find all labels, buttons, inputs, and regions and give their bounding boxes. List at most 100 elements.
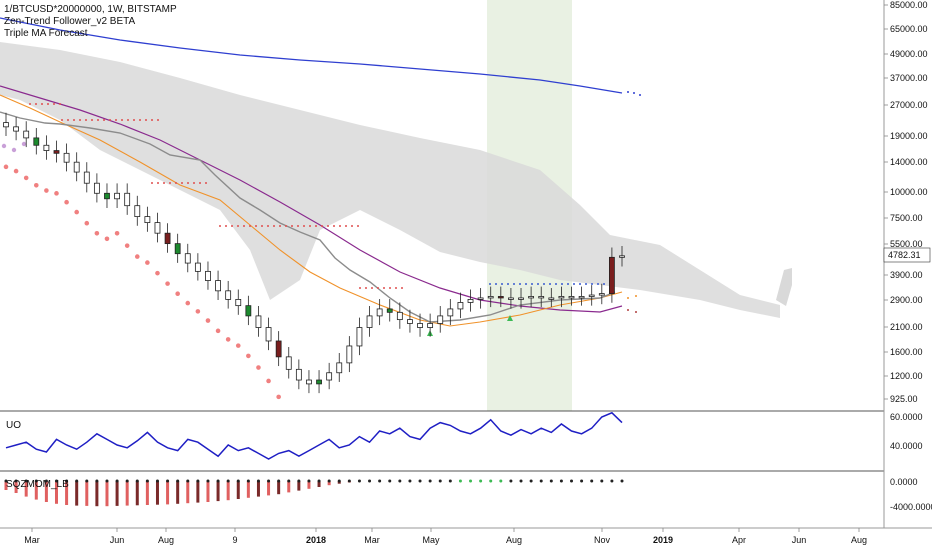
symbol-title[interactable]: 1/BTCUSD*20000000, 1W, BITSTAMP (4, 4, 177, 15)
candle (73, 152, 80, 182)
ma-purple-line (0, 85, 623, 313)
mom-dot (287, 479, 291, 483)
candle (447, 299, 454, 326)
candle (396, 302, 403, 329)
candle (93, 173, 100, 203)
forecast-dot (127, 119, 129, 121)
candle (83, 162, 90, 193)
candle (366, 306, 373, 337)
candle-body (588, 294, 595, 297)
forecast-dot (633, 92, 635, 94)
forecast-dot (157, 182, 159, 184)
forecast-dot (401, 287, 403, 289)
forecast-dot (67, 119, 69, 121)
forecast-dot (219, 225, 221, 227)
time-axis-label: Nov (594, 535, 611, 545)
candle-body (376, 308, 383, 317)
candle (245, 295, 252, 326)
candle-body (33, 137, 40, 146)
mom-dot (438, 479, 442, 483)
price-axis-label: 7500.00 (890, 213, 923, 223)
mom-axis-label-neg: -4000.0000 (890, 502, 932, 512)
price-axis-label: 27000.00 (890, 100, 928, 110)
forecast-dot (29, 103, 31, 105)
mom-dot (75, 479, 79, 483)
forecast-dot (591, 283, 593, 285)
candle-body (174, 243, 181, 255)
candle (528, 286, 535, 308)
mom-bar (236, 481, 240, 499)
candle-body (316, 379, 322, 385)
price-axis-label: 1600.00 (890, 347, 923, 357)
mom-bar (216, 481, 220, 502)
candle (114, 183, 120, 208)
candle (43, 135, 50, 160)
candle (33, 128, 40, 155)
indicator-zen-trend[interactable]: Zen-Trend Follower_v2 BETA (4, 16, 136, 27)
candle (588, 285, 595, 306)
forecast-dot (279, 225, 281, 227)
mom-bar (277, 481, 281, 495)
forecast-dot (597, 283, 599, 285)
mom-label: SQZMOM_LB (6, 479, 69, 490)
candle (619, 245, 625, 267)
mom-dot (125, 479, 129, 483)
time-axis-label: Jun (792, 535, 807, 545)
forecast-dot (389, 287, 391, 289)
indicator-triple-ma[interactable]: Triple MA Forecast (4, 28, 88, 39)
candle-body (23, 130, 30, 139)
time-axis-label: May (422, 535, 440, 545)
forecast-dot (237, 225, 239, 227)
time-axis[interactable]: Mar Jun Aug 9 2018 Mar May Aug Nov 2019 Apr Jun Aug (24, 528, 867, 545)
mom-bar (206, 481, 210, 502)
mom-dot (4, 479, 8, 483)
mom-dot (570, 479, 574, 483)
candle (225, 280, 232, 309)
signal-dot (114, 230, 120, 236)
forecast-dot (181, 182, 183, 184)
forecast-dot (133, 119, 135, 121)
mom-dot (115, 479, 119, 483)
mom-bar (75, 481, 79, 506)
signal-dot (165, 281, 170, 286)
forecast-dot (73, 119, 75, 121)
mom-dot (368, 479, 372, 483)
forecast-dot (507, 283, 509, 285)
candle (144, 206, 151, 232)
mom-dot (256, 479, 260, 483)
candle-body (407, 319, 413, 324)
forecast-dot (519, 283, 521, 285)
mom-bar (85, 481, 89, 506)
candle (346, 336, 353, 373)
candle-body (124, 192, 131, 207)
ma-orange-line (0, 94, 623, 327)
candle-body (306, 379, 312, 385)
mom-bar (297, 481, 301, 491)
mom-dot (196, 479, 200, 483)
candle (407, 309, 413, 333)
price-axis[interactable]: 85000.00 65000.00 49000.00 37000.00 27000.00… (884, 0, 928, 404)
candle (568, 286, 575, 306)
mom-dot (620, 479, 624, 483)
candle (154, 212, 161, 243)
forecast-dot (61, 119, 63, 121)
candle-body (144, 216, 151, 224)
mom-bars (4, 481, 351, 507)
time-axis-label: 2019 (653, 535, 673, 545)
candle (376, 299, 383, 326)
mom-bar (4, 481, 8, 490)
candle (598, 283, 605, 305)
forecast-dot (327, 225, 329, 227)
mom-dot (65, 479, 69, 483)
forecast-dot (285, 225, 287, 227)
mom-bar (267, 481, 271, 496)
mom-dot (54, 479, 58, 483)
candle-body (295, 368, 302, 381)
forecast-dot (585, 283, 587, 285)
signal-dot (256, 365, 261, 370)
signal-dot (225, 337, 231, 342)
candle-body (265, 327, 272, 342)
signal-dot (74, 209, 79, 215)
